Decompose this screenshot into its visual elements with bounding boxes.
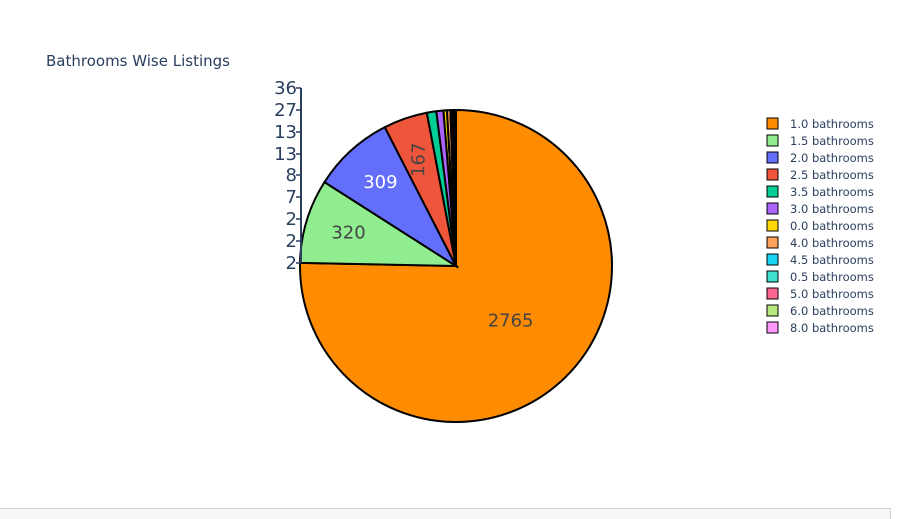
- legend-label: 4.0 bathrooms: [790, 236, 874, 250]
- legend-swatch: [766, 304, 779, 317]
- legend-swatch: [766, 151, 779, 164]
- legend-swatch: [766, 321, 779, 334]
- outside-value-label: 7: [286, 187, 297, 208]
- outside-value-label: 8: [286, 165, 297, 186]
- outside-value-label: 2: [286, 231, 297, 252]
- outside-value-label: 2: [286, 253, 297, 274]
- legend-item-2-5-bathrooms[interactable]: 2.5 bathrooms: [766, 168, 874, 182]
- legend-item-1-0-bathrooms[interactable]: 1.0 bathrooms: [766, 117, 874, 131]
- legend-item-1-5-bathrooms[interactable]: 1.5 bathrooms: [766, 134, 874, 148]
- pie-slice-1-0-bathrooms: [299, 108, 613, 423]
- legend-swatch: [766, 219, 779, 232]
- legend-swatch: [766, 236, 779, 249]
- legend-item-0-5-bathrooms[interactable]: 0.5 bathrooms: [766, 270, 874, 284]
- legend: 1.0 bathrooms 1.5 bathrooms 2.0 bathrooms 2…: [766, 117, 874, 335]
- legend-item-3-5-bathrooms[interactable]: 3.5 bathrooms: [766, 185, 874, 199]
- outside-value-label: 13: [274, 144, 297, 165]
- slice-value-label: 309: [363, 172, 397, 193]
- legend-label: 1.5 bathrooms: [790, 134, 874, 148]
- outside-value-label: 2: [286, 209, 297, 230]
- bottom-panel-edge: [0, 508, 891, 519]
- legend-label: 5.0 bathrooms: [790, 287, 874, 301]
- legend-item-0-0-bathrooms[interactable]: 0.0 bathrooms: [766, 219, 874, 233]
- outside-value-label: 27: [274, 100, 297, 121]
- chart-title: Bathrooms Wise Listings: [46, 52, 230, 70]
- legend-item-8-0-bathrooms[interactable]: 8.0 bathrooms: [766, 321, 874, 335]
- legend-label: 3.5 bathrooms: [790, 185, 874, 199]
- slice-value-label: 167: [408, 142, 430, 177]
- pie-slice-8-0-bathrooms: [454, 108, 457, 267]
- legend-label: 3.0 bathrooms: [790, 202, 874, 216]
- legend-swatch: [766, 185, 779, 198]
- legend-item-2-0-bathrooms[interactable]: 2.0 bathrooms: [766, 151, 874, 165]
- legend-label: 4.5 bathrooms: [790, 253, 874, 267]
- legend-item-4-5-bathrooms[interactable]: 4.5 bathrooms: [766, 253, 874, 267]
- outside-value-label: 13: [274, 122, 297, 143]
- legend-swatch: [766, 202, 779, 215]
- outside-value-label: 36: [274, 78, 297, 99]
- legend-item-6-0-bathrooms[interactable]: 6.0 bathrooms: [766, 304, 874, 318]
- legend-label: 0.5 bathrooms: [790, 270, 874, 284]
- legend-swatch: [766, 270, 779, 283]
- legend-swatch: [766, 117, 779, 130]
- legend-label: 0.0 bathrooms: [790, 219, 874, 233]
- pie-slices: 2765 320 309 167: [299, 108, 613, 423]
- legend-label: 2.5 bathrooms: [790, 168, 874, 182]
- legend-label: 2.0 bathrooms: [790, 151, 874, 165]
- slice-value-label: 320: [331, 222, 365, 243]
- legend-swatch: [766, 287, 779, 300]
- legend-swatch: [766, 253, 779, 266]
- legend-label: 8.0 bathrooms: [790, 321, 874, 335]
- legend-item-4-0-bathrooms[interactable]: 4.0 bathrooms: [766, 236, 874, 250]
- slice-value-label: 2765: [488, 311, 534, 332]
- legend-label: 6.0 bathrooms: [790, 304, 874, 318]
- legend-label: 1.0 bathrooms: [790, 117, 874, 131]
- legend-swatch: [766, 134, 779, 147]
- legend-swatch: [766, 168, 779, 181]
- legend-item-5-0-bathrooms[interactable]: 5.0 bathrooms: [766, 287, 874, 301]
- legend-item-3-0-bathrooms[interactable]: 3.0 bathrooms: [766, 202, 874, 216]
